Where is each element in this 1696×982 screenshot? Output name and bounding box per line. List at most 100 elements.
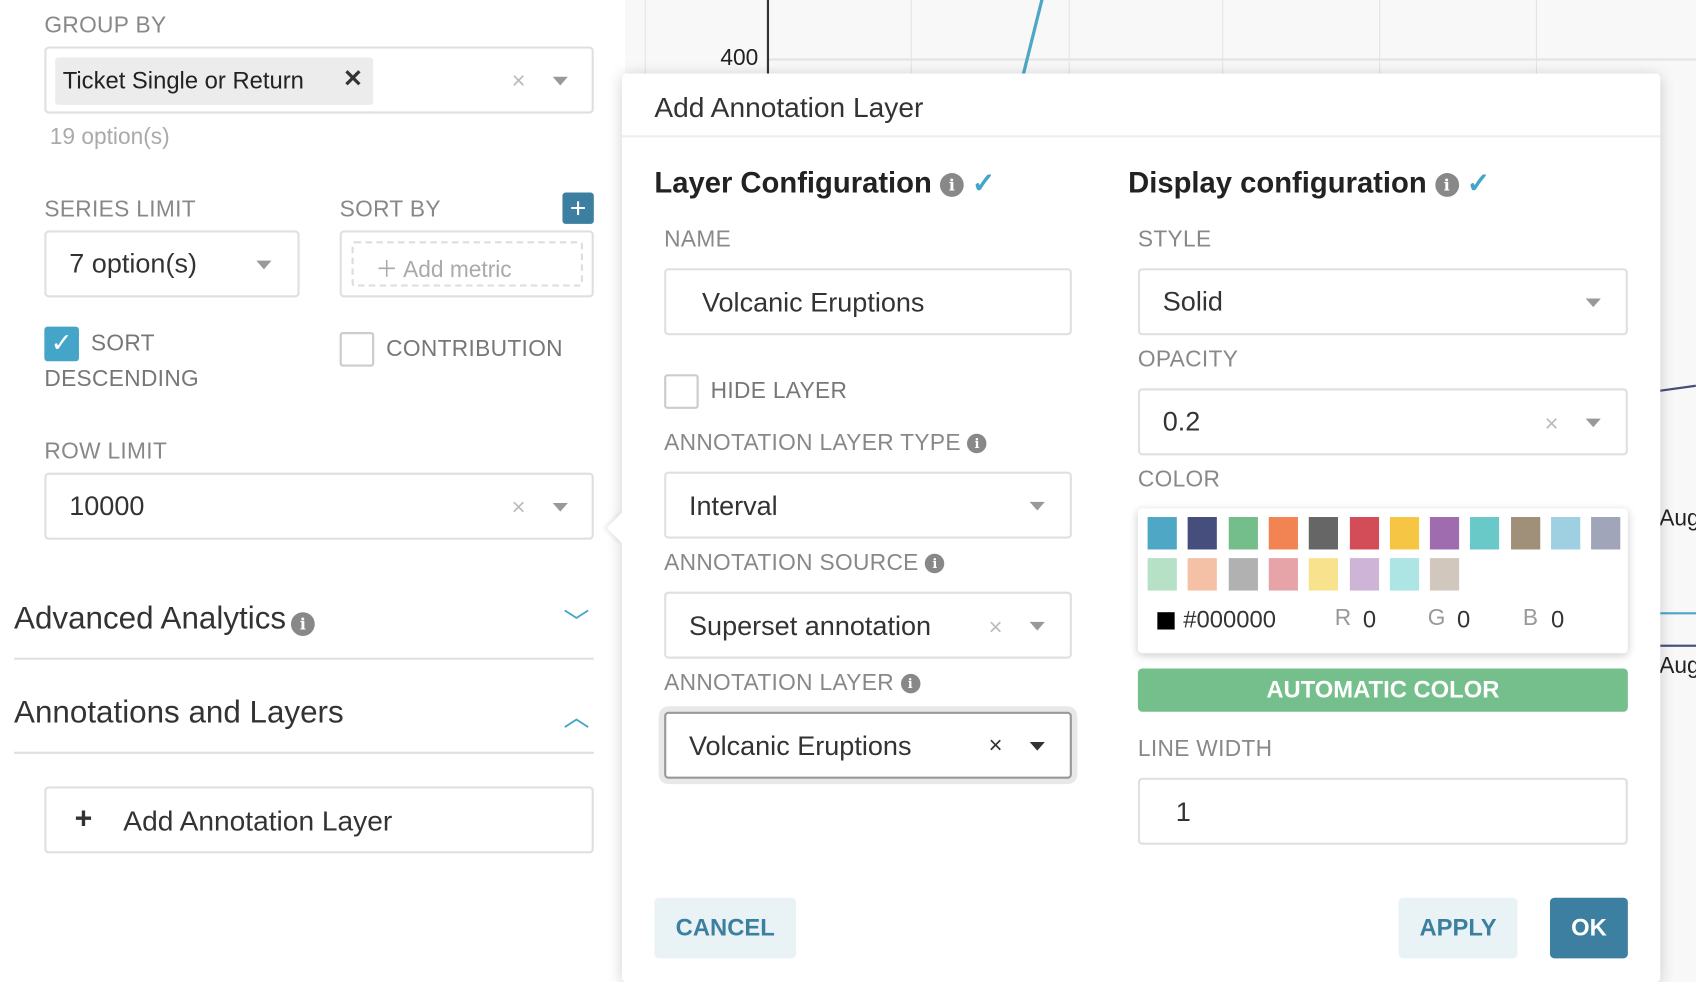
sort-descending-label-2: DESCENDING [44, 366, 200, 392]
option-count: 19 option(s) [49, 124, 170, 150]
line-width-label: LINE WIDTH [1137, 736, 1273, 762]
color-swatch[interactable] [1147, 558, 1177, 591]
add-annotation-layer-button[interactable]: + Add Annotation Layer [44, 786, 594, 854]
series-limit-select[interactable]: 7 option(s) [44, 230, 300, 298]
contribution-label: CONTRIBUTION [386, 336, 563, 362]
cancel-button[interactable]: CANCEL [654, 897, 797, 959]
color-swatch[interactable] [1389, 517, 1419, 550]
chevron-down-icon[interactable] [552, 76, 568, 86]
chevron-up-icon: ︿ [563, 703, 590, 733]
color-label: COLOR [1137, 467, 1221, 493]
r-input[interactable]: 0 [1362, 605, 1377, 633]
annotation-source-label: ANNOTATION SOURCE i [664, 551, 945, 577]
add-metric-button[interactable]: ＋ Add metric [351, 241, 583, 287]
sort-descending-checkbox[interactable]: ✓ [44, 326, 79, 362]
layer-type-select[interactable]: Interval [664, 471, 1072, 539]
series-limit-label: SERIES LIMIT [44, 196, 196, 222]
color-swatch[interactable] [1308, 558, 1339, 591]
layer-config-heading: Layer Configuration i ✓ [654, 166, 996, 200]
clear-icon: × [988, 731, 1003, 759]
color-swatch[interactable] [1147, 517, 1177, 550]
ok-button[interactable]: OK [1549, 897, 1628, 959]
chevron-down-icon [1029, 741, 1045, 751]
color-swatch[interactable] [1430, 558, 1460, 591]
plus-icon: ＋ [375, 257, 404, 283]
annotation-layer-label: ANNOTATION LAYER i [664, 671, 921, 697]
advanced-analytics-header[interactable]: Advanced Analytics i ﹀ [14, 601, 594, 660]
clear-icon: × [988, 613, 1003, 641]
popover-title: Add Annotation Layer [654, 90, 924, 124]
color-swatch[interactable] [1349, 558, 1379, 591]
info-icon: i [967, 434, 987, 454]
info-icon: i [939, 172, 964, 197]
info-icon: i [290, 611, 315, 636]
info-icon: i [900, 674, 921, 694]
color-swatch[interactable] [1187, 558, 1218, 591]
color-picker: #000000 R 0 G 0 B 0 [1137, 508, 1628, 654]
color-swatch[interactable] [1349, 517, 1379, 550]
annotation-popover: Add Annotation Layer Layer Configuration… [606, 73, 1661, 982]
info-icon: i [1434, 172, 1459, 197]
color-swatch[interactable] [1510, 517, 1540, 550]
row-limit-select[interactable]: 10000 × [44, 472, 594, 540]
chevron-down-icon [1585, 298, 1601, 308]
style-select[interactable]: Solid [1137, 268, 1628, 336]
color-swatch[interactable] [1591, 517, 1621, 550]
series-line [1021, 0, 1044, 78]
x-tick-label: Aug [1659, 506, 1696, 532]
display-config-heading: Display configuration i ✓ [1128, 166, 1491, 200]
color-swatch[interactable] [1430, 517, 1460, 550]
add-sort-button[interactable]: + [562, 193, 594, 224]
style-label: STYLE [1137, 227, 1212, 253]
automatic-color-button[interactable]: AUTOMATIC COLOR [1137, 668, 1628, 712]
group-by-label: GROUP BY [44, 12, 167, 38]
color-swatch[interactable] [1308, 517, 1339, 550]
annotation-source-select[interactable]: Superset annotation × [664, 591, 1072, 659]
color-swatch[interactable] [1470, 517, 1500, 550]
line-width-input[interactable]: 1 [1137, 777, 1628, 845]
color-swatch[interactable] [1551, 517, 1581, 550]
check-icon: ✓ [971, 166, 996, 200]
b-input[interactable]: 0 [1551, 605, 1565, 633]
apply-button[interactable]: APPLY [1398, 897, 1518, 959]
chevron-down-icon[interactable] [552, 502, 568, 512]
chevron-down-icon: ﹀ [563, 608, 590, 639]
clear-icon[interactable]: × [511, 67, 526, 95]
color-swatch[interactable] [1228, 517, 1258, 550]
annotations-header[interactable]: Annotations and Layers ︿ [14, 695, 594, 754]
color-swatch[interactable] [1187, 517, 1218, 550]
plus-icon: + [74, 801, 93, 836]
group-by-select[interactable]: Ticket Single or Return ✕ × [44, 46, 594, 114]
contribution-checkbox[interactable] [339, 332, 375, 367]
annotation-layer-select[interactable]: Volcanic Eruptions × [664, 711, 1072, 779]
control-panel: GROUP BY Ticket Single or Return ✕ × 19 … [0, 0, 622, 982]
group-by-tag: Ticket Single or Return ✕ [55, 57, 374, 105]
clear-icon: × [1544, 409, 1559, 437]
info-icon: i [925, 554, 945, 574]
name-input[interactable]: Volcanic Eruptions [664, 268, 1072, 336]
chevron-down-icon [1029, 621, 1045, 631]
sort-by-field: ＋ Add metric [339, 230, 594, 298]
hex-input[interactable]: #000000 [1183, 605, 1276, 633]
color-swatch[interactable] [1228, 558, 1258, 591]
chevron-down-icon [256, 260, 272, 270]
hide-layer-checkbox[interactable] [664, 374, 699, 409]
check-icon: ✓ [1466, 166, 1491, 200]
color-swatch[interactable] [1268, 558, 1298, 591]
chevron-down-icon [1585, 418, 1601, 428]
current-color-swatch [1157, 612, 1175, 630]
opacity-label: OPACITY [1137, 347, 1239, 373]
color-swatch[interactable] [1389, 558, 1419, 591]
clear-icon[interactable]: × [511, 493, 526, 521]
color-swatch[interactable] [1268, 517, 1298, 550]
row-limit-label: ROW LIMIT [44, 439, 168, 465]
chevron-down-icon [1029, 501, 1045, 511]
hide-layer-label: HIDE LAYER [710, 378, 848, 404]
sort-descending-label: SORT [90, 330, 155, 356]
g-input[interactable]: 0 [1456, 605, 1471, 633]
opacity-select[interactable]: 0.2 × [1137, 388, 1628, 456]
name-label: NAME [664, 227, 732, 253]
layer-type-label: ANNOTATION LAYER TYPE i [664, 430, 987, 456]
y-tick-label: 400 [720, 45, 759, 71]
remove-tag-icon[interactable]: ✕ [342, 64, 363, 92]
